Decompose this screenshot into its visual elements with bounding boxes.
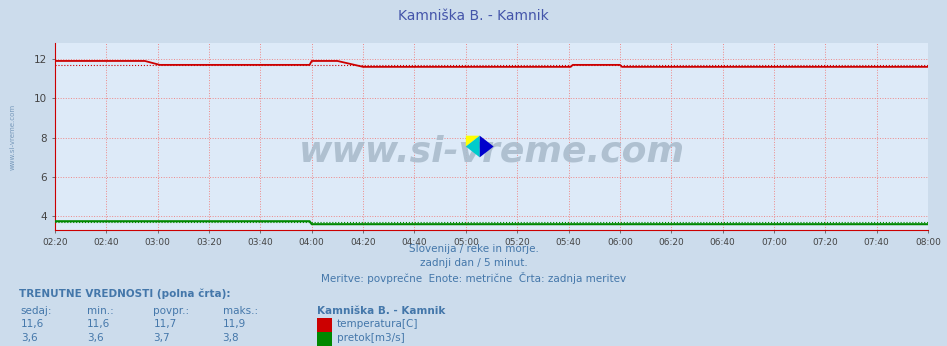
Text: Slovenija / reke in morje.: Slovenija / reke in morje. (408, 244, 539, 254)
Polygon shape (480, 136, 493, 157)
Text: maks.:: maks.: (223, 306, 258, 316)
Text: Kamniška B. - Kamnik: Kamniška B. - Kamnik (317, 306, 446, 316)
Text: Kamniška B. - Kamnik: Kamniška B. - Kamnik (398, 9, 549, 22)
Text: 11,6: 11,6 (21, 319, 45, 329)
Text: 11,9: 11,9 (223, 319, 246, 329)
Polygon shape (466, 136, 480, 157)
Polygon shape (466, 136, 480, 146)
Text: 3,6: 3,6 (21, 333, 38, 343)
Text: temperatura[C]: temperatura[C] (337, 319, 419, 329)
Text: 3,8: 3,8 (223, 333, 240, 343)
Text: min.:: min.: (87, 306, 114, 316)
Text: 11,7: 11,7 (153, 319, 177, 329)
Text: povpr.:: povpr.: (153, 306, 189, 316)
Text: www.si-vreme.com: www.si-vreme.com (10, 103, 16, 170)
Text: Meritve: povprečne  Enote: metrične  Črta: zadnja meritev: Meritve: povprečne Enote: metrične Črta:… (321, 272, 626, 284)
Text: pretok[m3/s]: pretok[m3/s] (337, 333, 405, 343)
Text: 3,6: 3,6 (87, 333, 104, 343)
Text: 11,6: 11,6 (87, 319, 111, 329)
Text: www.si-vreme.com: www.si-vreme.com (298, 135, 685, 169)
Text: TRENUTNE VREDNOSTI (polna črta):: TRENUTNE VREDNOSTI (polna črta): (19, 289, 230, 299)
Text: sedaj:: sedaj: (21, 306, 52, 316)
Text: 3,7: 3,7 (153, 333, 170, 343)
Text: zadnji dan / 5 minut.: zadnji dan / 5 minut. (420, 258, 527, 268)
